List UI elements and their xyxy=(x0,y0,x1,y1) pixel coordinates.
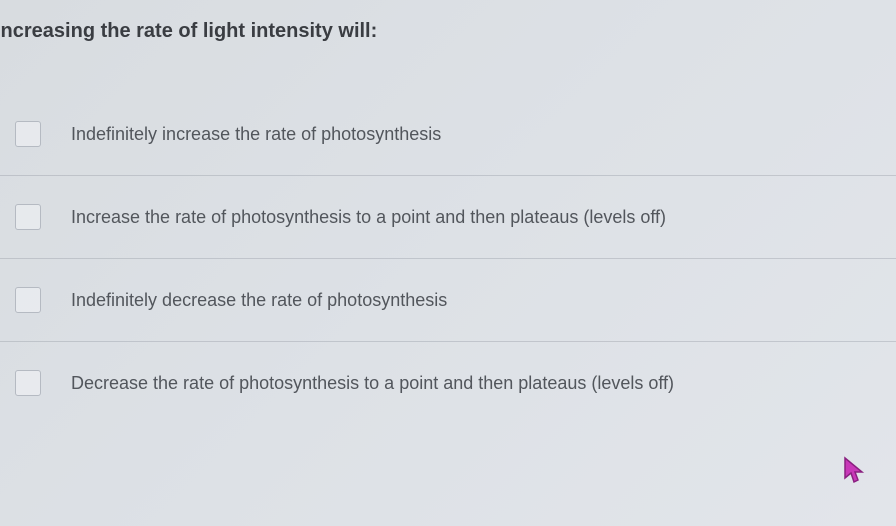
option-label: Indefinitely increase the rate of photos… xyxy=(71,124,441,145)
answer-option-1[interactable]: Indefinitely increase the rate of photos… xyxy=(0,93,896,176)
answer-option-3[interactable]: Indefinitely decrease the rate of photos… xyxy=(0,259,896,342)
answer-option-4[interactable]: Decrease the rate of photosynthesis to a… xyxy=(0,342,896,424)
question-prompt: Increasing the rate of light intensity w… xyxy=(0,20,896,93)
cursor-icon xyxy=(842,456,866,486)
checkbox-option-4[interactable] xyxy=(15,370,41,396)
option-label: Increase the rate of photosynthesis to a… xyxy=(71,207,666,228)
option-label: Indefinitely decrease the rate of photos… xyxy=(71,290,447,311)
quiz-question-container: Increasing the rate of light intensity w… xyxy=(0,0,896,424)
option-label: Decrease the rate of photosynthesis to a… xyxy=(71,373,674,394)
checkbox-option-1[interactable] xyxy=(15,121,41,147)
checkbox-option-2[interactable] xyxy=(15,204,41,230)
checkbox-option-3[interactable] xyxy=(15,287,41,313)
answer-option-2[interactable]: Increase the rate of photosynthesis to a… xyxy=(0,176,896,259)
